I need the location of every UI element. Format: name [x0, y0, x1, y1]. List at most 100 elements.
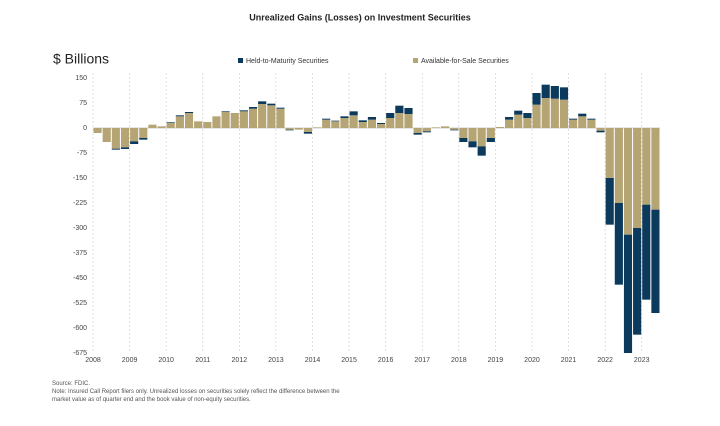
- bar: [559, 99, 569, 128]
- bar: [569, 118, 578, 120]
- bar: [395, 113, 404, 128]
- bar: [495, 127, 505, 128]
- bar: [651, 209, 660, 313]
- bar: [486, 138, 495, 142]
- x-tick-label: 2021: [561, 357, 577, 364]
- y-tick-label: -675: [73, 350, 87, 357]
- bar: [623, 128, 633, 235]
- bar: [541, 84, 550, 98]
- y-tick-label: -450: [73, 275, 87, 282]
- x-tick-label: 2018: [451, 357, 467, 364]
- bar: [587, 119, 596, 128]
- bar: [248, 107, 258, 109]
- legend-label: Held-to-Maturity Securities: [246, 58, 329, 65]
- bar: [258, 104, 267, 128]
- bar: [404, 108, 413, 114]
- legend-label: Available-for-Sale Securities: [421, 58, 509, 65]
- bar: [340, 118, 349, 128]
- bar: [184, 112, 194, 113]
- bar: [194, 121, 203, 128]
- bar: [532, 93, 541, 105]
- y-tick-label: -375: [73, 250, 87, 257]
- bar: [367, 117, 376, 120]
- x-tick-label: 2023: [634, 357, 650, 364]
- bar: [559, 87, 569, 100]
- x-tick-label: 2020: [524, 357, 540, 364]
- bar: [550, 86, 559, 99]
- bar: [450, 129, 459, 131]
- bar: [358, 122, 367, 128]
- bar: [550, 98, 559, 128]
- bar: [130, 141, 139, 144]
- y-tick-label: -525: [73, 300, 87, 307]
- y-tick-label: -225: [73, 200, 87, 207]
- bar: [285, 128, 294, 130]
- bar: [569, 119, 578, 128]
- x-tick-label: 2011: [195, 357, 210, 364]
- bar: [111, 148, 120, 150]
- bar: [322, 118, 331, 120]
- legend-swatch: [238, 58, 243, 63]
- bar: [450, 128, 459, 130]
- bar: [605, 178, 614, 225]
- plot: 150 75 0 -75 -150 -225 -300 -375 -450 -525 -600 -67…: [73, 73, 660, 364]
- legend-swatch: [413, 58, 418, 63]
- x-tick-label: 2016: [378, 357, 394, 364]
- note: Note: Insured Call Report filers only. U…: [52, 389, 340, 395]
- bar: [322, 119, 331, 128]
- x-tick-label: 2010: [158, 357, 174, 364]
- bar: [221, 111, 230, 112]
- bar: [285, 129, 294, 131]
- bar: [386, 113, 395, 118]
- bar: [614, 128, 623, 203]
- bar: [157, 126, 166, 128]
- bar: [596, 128, 605, 131]
- bar: [276, 107, 285, 109]
- bar: [93, 128, 102, 133]
- bar: [523, 113, 532, 118]
- bar: [166, 122, 175, 123]
- bar: [175, 116, 184, 128]
- bar: [267, 105, 276, 128]
- bar: [505, 117, 514, 120]
- bar: [276, 108, 285, 128]
- bar: [349, 111, 358, 116]
- bar: [422, 131, 431, 133]
- bar: [523, 118, 532, 128]
- bar: [477, 146, 486, 156]
- bar: [349, 115, 358, 128]
- bar: [212, 116, 221, 128]
- bar: [404, 114, 413, 128]
- bar: [239, 110, 248, 112]
- bar: [248, 108, 258, 128]
- bar: [166, 123, 175, 128]
- chart-title: Unrealized Gains (Losses) on Investment …: [249, 12, 471, 22]
- bar: [184, 113, 194, 128]
- bar: [102, 128, 111, 142]
- y-axis-label: $ Billions: [53, 51, 109, 67]
- bar: [614, 203, 623, 285]
- x-tick-label: 2019: [488, 357, 504, 364]
- bar: [367, 119, 376, 128]
- bar: [175, 115, 184, 117]
- bar: [148, 124, 157, 128]
- bar: [633, 128, 642, 228]
- bar: [386, 118, 395, 128]
- bar: [120, 128, 130, 148]
- bar: [505, 119, 514, 128]
- y-tick-label: -300: [73, 225, 87, 232]
- bar: [642, 128, 651, 205]
- x-tick-label: 2013: [268, 357, 284, 364]
- legend: Held-to-Maturity Securities Available-for…: [238, 58, 509, 65]
- bar: [130, 128, 139, 142]
- bar: [239, 111, 248, 128]
- bar: [395, 105, 404, 113]
- bar: [111, 128, 120, 149]
- bar: [413, 133, 422, 135]
- bar: [120, 147, 130, 149]
- bar: [578, 116, 587, 128]
- x-tick-label: 2017: [414, 357, 430, 364]
- bar: [477, 128, 486, 147]
- bar: [514, 110, 523, 115]
